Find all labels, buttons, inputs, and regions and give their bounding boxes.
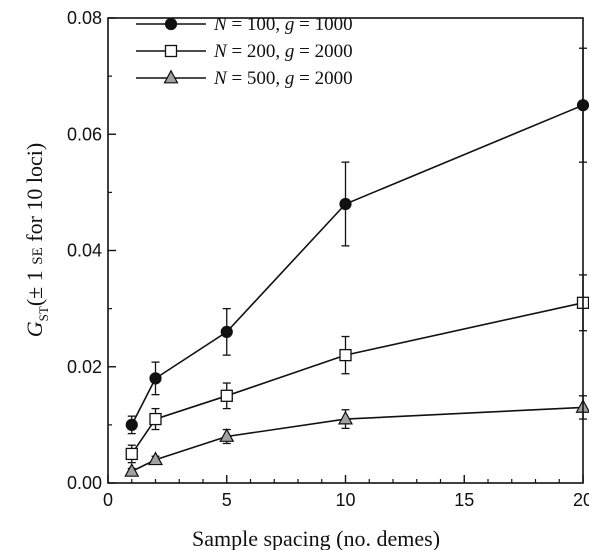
- legend-label-part: g: [285, 41, 295, 62]
- axes: 0 5 10 15 20 0.00 0.02 0.04 0.06 0.08: [67, 8, 589, 510]
- series-3: [124, 395, 589, 477]
- legend-label-part: g: [285, 68, 295, 89]
- legend-marker: [163, 69, 179, 84]
- y-tick-label: 0.04: [67, 241, 102, 261]
- legend-label-part: = 1000: [294, 14, 352, 35]
- series-2: [125, 274, 589, 464]
- plot-area: [124, 47, 589, 477]
- data-point: [339, 197, 352, 211]
- x-tick-label: 10: [335, 490, 355, 510]
- legend-label: N = 100, g = 1000: [213, 14, 353, 35]
- series-line: [131, 104, 584, 426]
- y-tick-label: 0.02: [67, 357, 102, 377]
- data-point: [220, 325, 233, 338]
- data-point: [337, 410, 354, 425]
- legend-label-part: N: [213, 41, 228, 62]
- y-axis-title: GST(± 1 SE for 10 loci): [22, 143, 51, 337]
- legend-label-part: = 2000: [294, 68, 352, 89]
- legend-label-part: N: [213, 14, 228, 35]
- data-point: [149, 372, 162, 385]
- legend-label-part: = 200,: [227, 41, 285, 62]
- series-line: [131, 406, 584, 473]
- y-axis-symbol: G: [22, 321, 47, 337]
- y-axis-rest-sc: SE: [30, 247, 46, 265]
- data-point: [125, 447, 138, 461]
- data-point: [339, 348, 352, 362]
- data-point: [147, 451, 164, 466]
- y-axis-subscript: ST: [36, 306, 51, 321]
- legend-marker: [164, 17, 178, 31]
- x-tick-label: 20: [573, 490, 589, 510]
- y-tick-label: 0.08: [67, 8, 102, 28]
- data-point: [219, 428, 235, 442]
- legend-label: N = 200, g = 2000: [213, 41, 353, 62]
- legend-entry-2: N = 200, g = 2000: [136, 41, 353, 62]
- legend-marker: [164, 44, 178, 58]
- series-line: [131, 302, 584, 455]
- legend-label-part: N: [213, 68, 228, 89]
- legend-label-part: g: [285, 14, 295, 35]
- legend-entry-3: N = 500, g = 2000: [136, 68, 353, 89]
- series-1: [125, 47, 589, 435]
- legend-label-part: = 500,: [227, 68, 285, 89]
- data-point: [149, 412, 162, 426]
- y-tick-label: 0.00: [67, 473, 102, 493]
- x-tick-label: 0: [103, 490, 113, 510]
- data-point: [124, 462, 140, 477]
- x-tick-label: 15: [454, 490, 474, 510]
- y-axis-rest-prefix: (± 1: [22, 265, 47, 306]
- legend-label-part: = 100,: [227, 14, 285, 35]
- legend-label-part: = 2000: [294, 41, 352, 62]
- x-axis-title: Sample spacing (no. demes): [192, 526, 440, 550]
- legend-label: N = 500, g = 2000: [213, 68, 353, 89]
- y-tick-label: 0.06: [67, 124, 102, 144]
- y-axis-rest-suffix: for 10 loci): [22, 143, 47, 247]
- x-tick-label: 5: [222, 490, 232, 510]
- data-point: [125, 418, 138, 431]
- legend-entry-1: N = 100, g = 1000: [136, 14, 353, 35]
- data-point: [220, 389, 233, 402]
